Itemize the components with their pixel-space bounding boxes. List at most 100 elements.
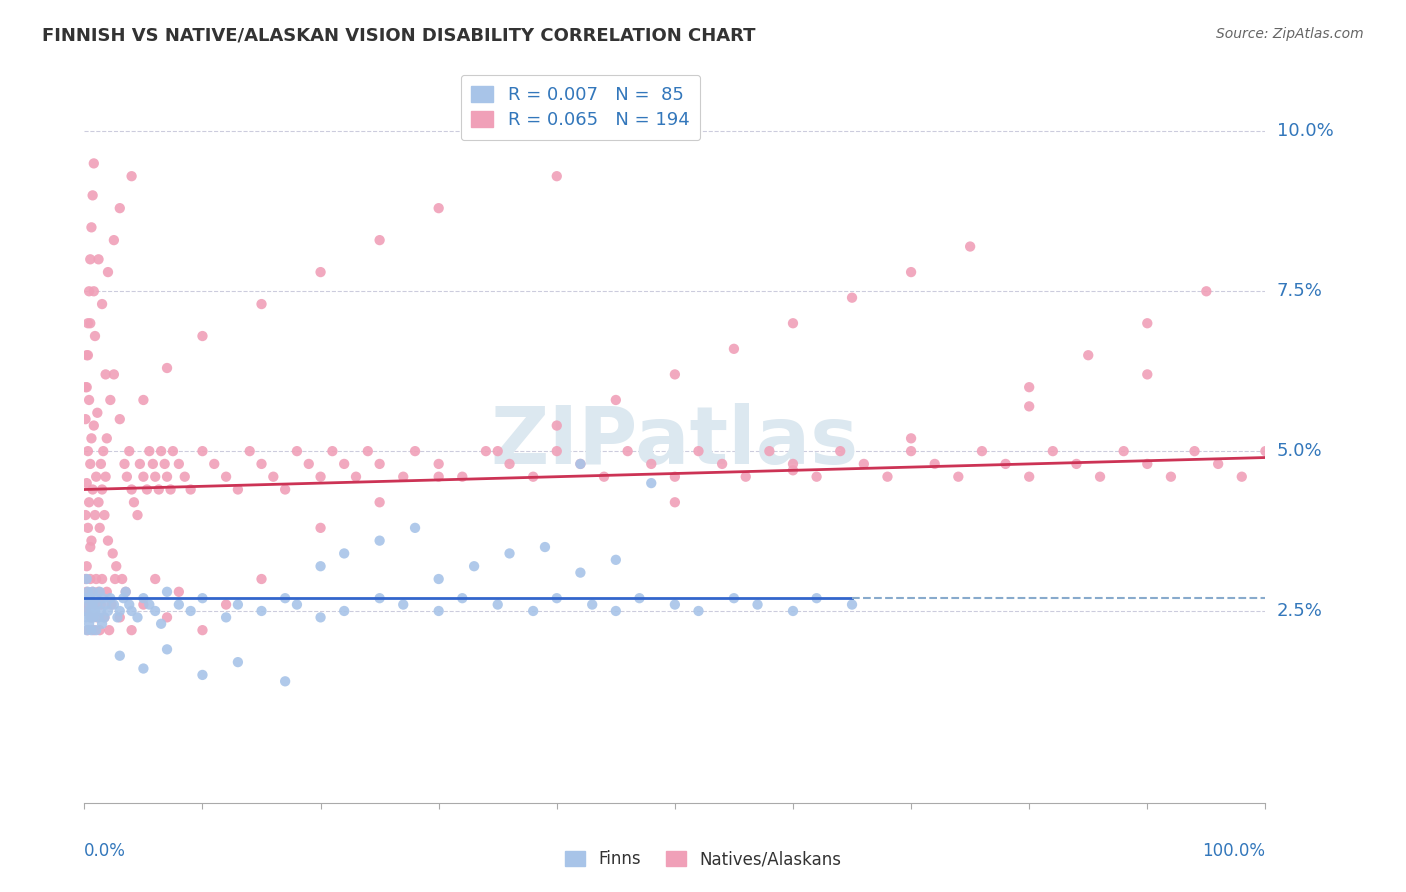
Point <box>83 610 105 624</box>
Point <box>226 598 249 612</box>
Point <box>79 572 101 586</box>
Point <box>1088 469 1111 483</box>
Point <box>77 616 100 631</box>
Point <box>546 444 568 458</box>
Point <box>156 610 179 624</box>
Point <box>132 591 155 606</box>
Point <box>581 598 603 612</box>
Point <box>76 380 98 394</box>
Point <box>640 476 662 491</box>
Point <box>89 623 111 637</box>
Point <box>156 469 179 483</box>
Point <box>569 457 592 471</box>
Point <box>86 598 108 612</box>
Text: 7.5%: 7.5% <box>1277 282 1323 301</box>
Point <box>93 610 115 624</box>
Point <box>114 457 136 471</box>
Point <box>723 591 745 606</box>
Point <box>948 469 970 483</box>
Point <box>1230 469 1253 483</box>
Point <box>1066 457 1088 471</box>
Point <box>368 457 391 471</box>
Point <box>79 540 101 554</box>
Text: Source: ZipAtlas.com: Source: ZipAtlas.com <box>1216 27 1364 41</box>
Point <box>75 508 97 522</box>
Point <box>93 508 115 522</box>
Point <box>128 457 150 471</box>
Text: 10.0%: 10.0% <box>1277 122 1333 140</box>
Point <box>80 604 103 618</box>
Point <box>664 368 686 382</box>
Point <box>98 623 121 637</box>
Text: 5.0%: 5.0% <box>1277 442 1322 460</box>
Point <box>121 169 143 184</box>
Point <box>1136 316 1159 330</box>
Point <box>156 642 179 657</box>
Point <box>156 584 179 599</box>
Point <box>84 572 107 586</box>
Point <box>309 610 332 624</box>
Text: 100.0%: 100.0% <box>1202 842 1265 860</box>
Point <box>616 444 638 458</box>
Point <box>167 584 190 599</box>
Point <box>368 233 391 247</box>
Point <box>344 469 367 483</box>
Point <box>77 623 100 637</box>
Point <box>114 584 136 599</box>
Point <box>924 457 946 471</box>
Point <box>427 201 450 215</box>
Point <box>82 188 104 202</box>
Point <box>79 316 101 330</box>
Point <box>77 392 100 407</box>
Point <box>734 469 756 483</box>
Point <box>143 572 166 586</box>
Point <box>96 431 118 445</box>
Point <box>84 623 107 637</box>
Point <box>226 655 249 669</box>
Point <box>101 546 124 560</box>
Point <box>202 457 225 471</box>
Point <box>226 483 249 497</box>
Point <box>664 495 686 509</box>
Point <box>91 483 114 497</box>
Point <box>1160 469 1182 483</box>
Point <box>80 220 103 235</box>
Point <box>82 584 104 599</box>
Point <box>262 469 284 483</box>
Point <box>75 610 97 624</box>
Point <box>605 604 627 618</box>
Point <box>84 598 107 612</box>
Point <box>640 457 662 471</box>
Point <box>404 444 426 458</box>
Point <box>77 285 100 299</box>
Point <box>150 616 173 631</box>
Point <box>75 572 97 586</box>
Point <box>93 610 115 624</box>
Point <box>77 444 100 458</box>
Point <box>404 521 426 535</box>
Point <box>250 457 273 471</box>
Point <box>77 598 100 612</box>
Point <box>87 252 110 267</box>
Point <box>782 316 804 330</box>
Point <box>90 457 112 471</box>
Point <box>368 591 391 606</box>
Point <box>167 598 190 612</box>
Point <box>628 591 651 606</box>
Point <box>841 598 863 612</box>
Point <box>108 412 131 426</box>
Point <box>758 444 780 458</box>
Point <box>108 604 131 618</box>
Point <box>1206 457 1229 471</box>
Point <box>90 598 112 612</box>
Point <box>688 604 710 618</box>
Point <box>90 604 112 618</box>
Point <box>250 297 273 311</box>
Point <box>970 444 993 458</box>
Point <box>83 623 105 637</box>
Point <box>79 591 101 606</box>
Point <box>250 572 273 586</box>
Point <box>80 623 103 637</box>
Point <box>76 572 98 586</box>
Point <box>108 610 131 624</box>
